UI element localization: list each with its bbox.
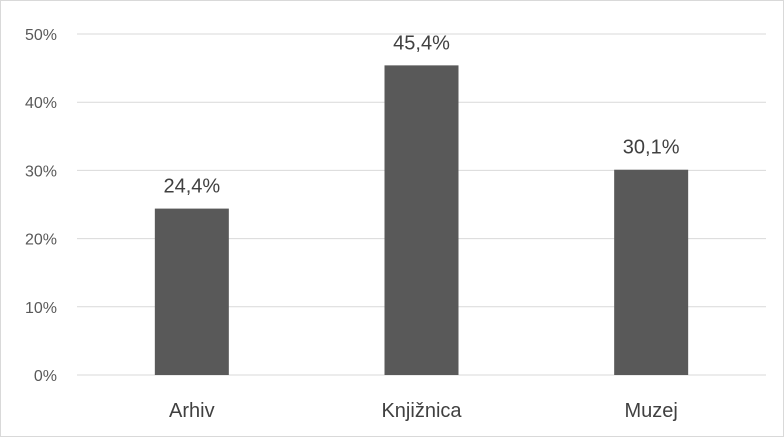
- category-label: Knjižnica: [381, 400, 462, 422]
- y-tick-label: 10%: [25, 300, 57, 317]
- y-tick-label: 0%: [34, 368, 57, 385]
- bar: [614, 169, 689, 375]
- y-axis-tick-labels: 0% 10% 20% 30% 40% 50%: [25, 27, 57, 385]
- bar: [154, 208, 229, 375]
- y-tick-label: 20%: [25, 232, 57, 249]
- data-label: 24,4%: [163, 176, 220, 198]
- bars: [154, 65, 689, 375]
- x-axis-category-labels: Arhiv Knjižnica Muzej: [169, 400, 678, 422]
- data-labels: 24,4% 45,4% 30,1%: [163, 32, 679, 197]
- category-label: Arhiv: [169, 400, 215, 422]
- data-label: 30,1%: [623, 137, 680, 159]
- y-tick-label: 50%: [25, 27, 57, 44]
- y-tick-label: 30%: [25, 163, 57, 180]
- category-label: Muzej: [624, 400, 677, 422]
- y-tick-label: 40%: [25, 95, 57, 112]
- data-label: 45,4%: [393, 32, 450, 54]
- bar: [384, 65, 459, 375]
